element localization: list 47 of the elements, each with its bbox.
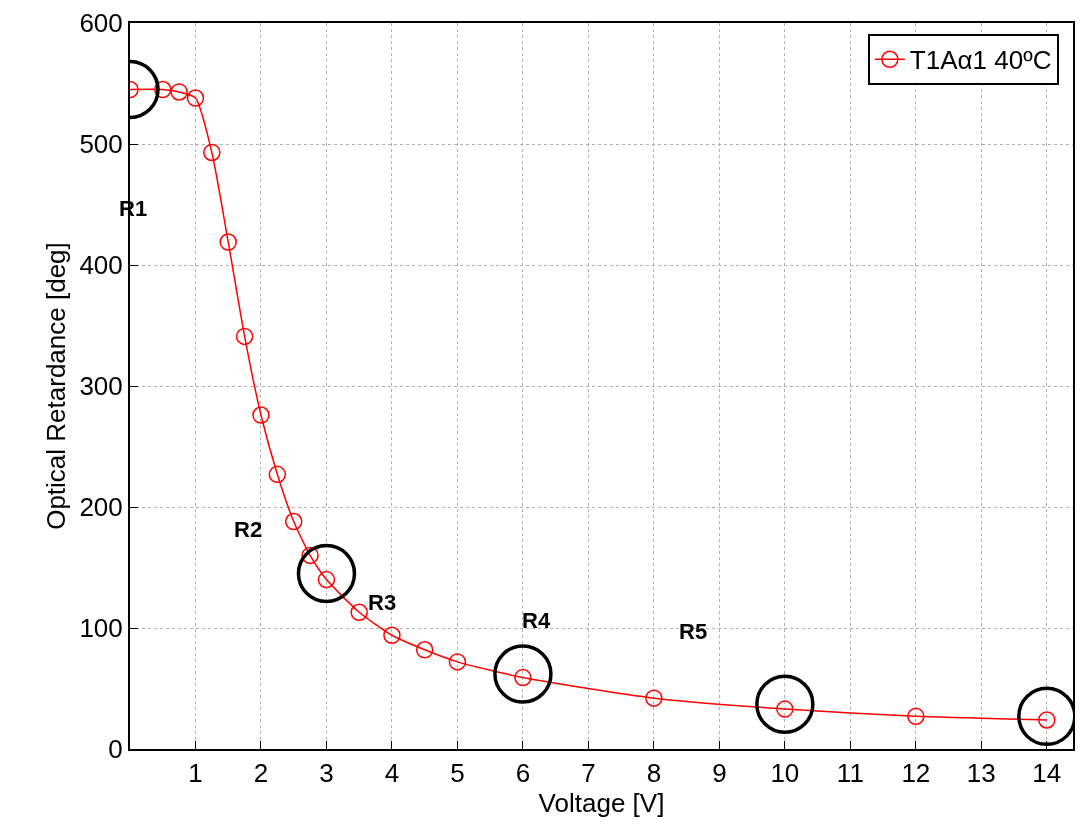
x-axis-title: Voltage [V] [538, 788, 665, 819]
y-tick-label: 100 [79, 613, 123, 644]
annotation: R5 [679, 619, 708, 644]
point [268, 465, 287, 484]
x-tick-label: 1 [188, 758, 203, 789]
x-tick-label: 13 [966, 758, 996, 789]
point [350, 603, 368, 622]
y-tick-label: 600 [79, 8, 123, 39]
y-tick-label: 300 [79, 371, 123, 402]
legend-label: T1Aα1 40ºC [909, 45, 1052, 76]
x-tick-label: 9 [712, 758, 727, 789]
point [448, 653, 467, 671]
point [907, 707, 925, 726]
point [170, 83, 188, 101]
x-tick-label: 10 [770, 758, 800, 789]
y-tick-label: 500 [79, 129, 123, 160]
x-tick-label: 2 [253, 758, 269, 789]
point [301, 546, 319, 565]
point [284, 512, 303, 531]
point [186, 89, 205, 107]
point [755, 674, 815, 734]
point [383, 626, 401, 644]
x-tick-label: 11 [836, 758, 864, 789]
point [219, 233, 237, 251]
point [235, 327, 254, 346]
annotation: R2 [234, 517, 263, 542]
annotation: R3 [368, 590, 397, 615]
point [493, 644, 553, 704]
point [645, 689, 663, 707]
x-tick-label: 8 [646, 758, 662, 789]
y-tick-label: 200 [79, 492, 123, 523]
x-tick-label: 14 [1032, 758, 1062, 789]
x-tick-label: 7 [581, 758, 596, 789]
x-tick-label: 4 [384, 758, 400, 789]
point [203, 143, 221, 162]
x-tick-label: 12 [901, 758, 931, 789]
y-axis-title: Optical Retardance [deg] [41, 242, 72, 530]
point [415, 641, 434, 659]
x-tick-label: 6 [515, 758, 531, 789]
y-tick-label: 400 [79, 250, 123, 281]
point [252, 406, 270, 424]
x-tick-label: 3 [319, 758, 334, 789]
point [296, 543, 357, 604]
y-tick-label: 0 [108, 734, 123, 765]
annotation: R4 [522, 608, 551, 633]
x-tick-label: 5 [450, 758, 465, 789]
point [154, 80, 172, 99]
